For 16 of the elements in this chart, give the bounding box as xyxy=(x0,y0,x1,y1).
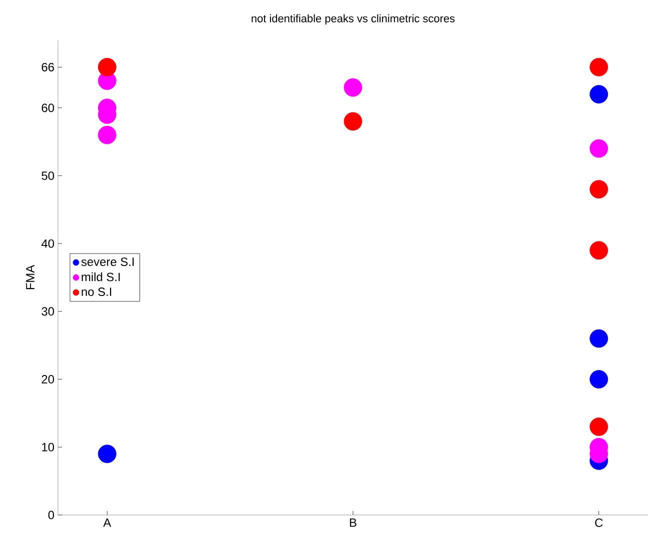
y-tick-label: 40 xyxy=(41,239,54,248)
chart-title: not identifiable peaks vs clinimetric scores xyxy=(252,14,455,24)
x-tick-label: B xyxy=(350,518,356,527)
x-tick-label: A xyxy=(103,518,112,527)
x-tick-label: C xyxy=(595,518,603,527)
y-axis-title: FMA xyxy=(26,264,34,290)
y-tick-label: 66 xyxy=(42,62,54,72)
legend-label: no S.I xyxy=(82,288,112,296)
legend-label: severe S.I xyxy=(81,258,134,266)
legend-label: mild S.I xyxy=(82,272,120,282)
y-tick-label: 60 xyxy=(42,104,54,112)
y-tick-label: 10 xyxy=(42,442,54,452)
y-tick-label: 20 xyxy=(42,375,54,384)
y-tick-label: 0 xyxy=(48,510,54,520)
y-tick-label: 30 xyxy=(42,307,54,316)
y-tick-label: 50 xyxy=(42,171,54,180)
